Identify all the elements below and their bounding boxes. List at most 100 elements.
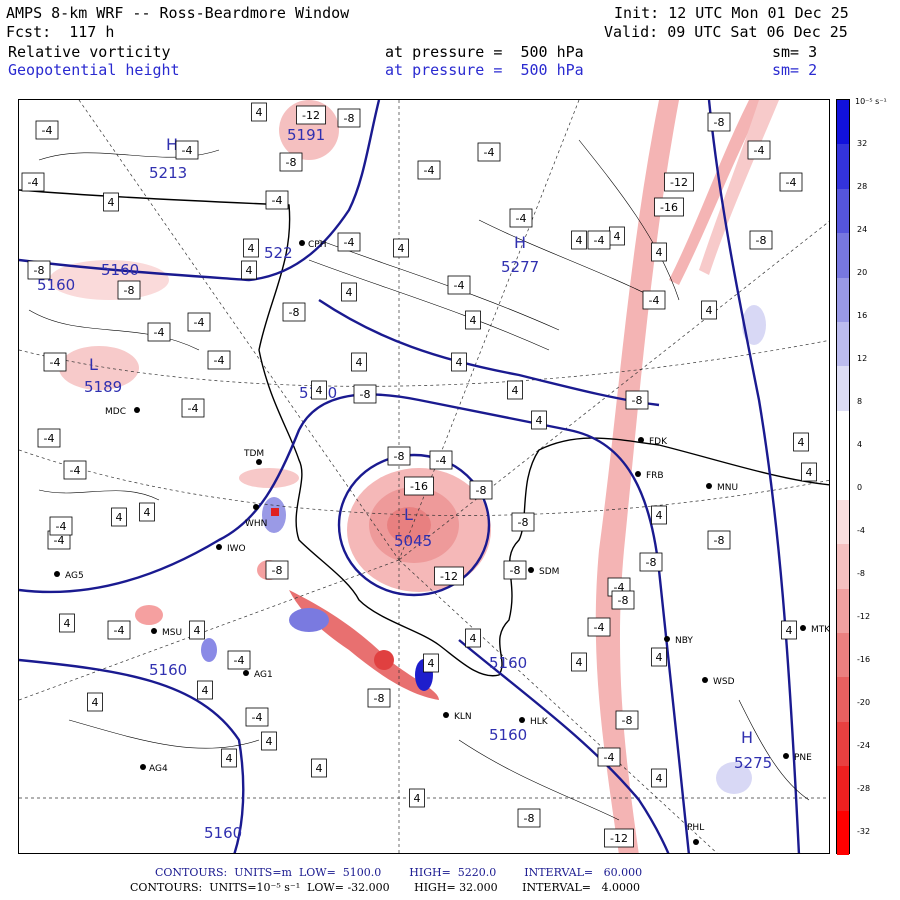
station-dot: [706, 483, 712, 489]
graticule: [19, 100, 829, 853]
vorticity-label-box: [651, 768, 667, 788]
colorbar-segment: [837, 677, 849, 723]
station-dot: [664, 636, 670, 642]
vorticity-label: 4: [316, 762, 323, 775]
station-dot: [783, 753, 789, 759]
vorticity-label: -12: [302, 109, 320, 122]
vorticity-label-box: [517, 808, 541, 828]
vorticity-label: -8: [289, 306, 300, 319]
station-dot: [800, 625, 806, 631]
vorticity-label: 4: [346, 286, 353, 299]
vorticity-label: -12: [670, 176, 688, 189]
station-dot: [693, 839, 699, 845]
field1-name: Relative vorticity: [8, 43, 171, 61]
vorticity-label-box: [434, 566, 464, 586]
vorticity-label-box: [387, 446, 411, 466]
vorticity-label-box: [107, 620, 131, 640]
vorticity-label-box: [664, 172, 694, 192]
vorticity-label: -8: [756, 234, 767, 247]
vorticity-label-box: [465, 310, 481, 330]
vorticity-label-box: [604, 828, 634, 848]
vorticity-label-box: [265, 560, 289, 580]
vorticity-label: -8: [476, 484, 487, 497]
vorticity-label: -4: [754, 144, 765, 157]
vorticity-label: -8: [714, 116, 725, 129]
vorticity-label-box: [417, 160, 441, 180]
colorbar-segment: [837, 410, 849, 456]
vorticity-label-box: [341, 282, 357, 302]
vorticity-label: -4: [114, 624, 125, 637]
vorticity-label: 4: [806, 466, 813, 479]
vorticity-label: 4: [656, 772, 663, 785]
vorticity-label: 4: [144, 506, 151, 519]
height-label: 5277: [501, 258, 539, 276]
vorticity-label-box: [509, 208, 533, 228]
colorbar-tick: 12: [857, 354, 868, 363]
colorbar-tick: 32: [857, 139, 868, 148]
vorticity-label-box: [651, 647, 667, 667]
station-dot: [519, 717, 525, 723]
vorticity-label-box: [181, 398, 205, 418]
vorticity-label: -16: [660, 201, 678, 214]
station-dot: [243, 670, 249, 676]
vorticity-label: -16: [410, 480, 428, 493]
vorticity-label: -4: [484, 146, 495, 159]
station-label: CPH: [308, 240, 326, 250]
colorbar-tick: 8: [857, 397, 863, 406]
vorticity-label: -4: [42, 124, 53, 137]
colorbar-tick: -32: [857, 827, 871, 836]
vorticity-label-box: [639, 552, 663, 572]
station-label: AG4: [149, 764, 168, 774]
vorticity-label: -4: [44, 432, 55, 445]
vorticity-label: 4: [512, 384, 519, 397]
station-label: IWO: [227, 544, 246, 554]
vorticity-label-box: [507, 380, 523, 400]
vorticity-label-box: [27, 260, 51, 280]
vorticity-label: 4: [92, 696, 99, 709]
vorticity-label: -4: [604, 751, 615, 764]
vorticity-label: -4: [56, 520, 67, 533]
station-label: MNU: [717, 483, 738, 493]
vorticity-label-box: [801, 462, 817, 482]
vorticity-label: -4: [614, 581, 625, 594]
vorticity-label: 4: [798, 436, 805, 449]
vorticity-label-box: [282, 302, 306, 322]
vorticity-label: -4: [649, 294, 660, 307]
vorticity-label: -4: [28, 176, 39, 189]
vorticity-label-box: [587, 617, 611, 637]
station-label: MDC: [105, 407, 126, 417]
vorticity-label: -8: [618, 594, 629, 607]
vorticity-label-box: [296, 105, 326, 125]
high-center: H: [741, 728, 753, 747]
vorticity-label-box: [87, 692, 103, 712]
vorticity-label: -8: [344, 112, 355, 125]
low-center: L: [404, 505, 413, 524]
vorticity-label-box: [241, 260, 257, 280]
vorticity-label: 4: [316, 384, 323, 397]
vorticity-label: 4: [614, 230, 621, 243]
vorticity-label-box: [793, 432, 809, 452]
vorticity-label: -4: [594, 621, 605, 634]
vorticity-label: 4: [470, 632, 477, 645]
vorticity-label-box: [367, 688, 391, 708]
vorticity-label: -4: [50, 356, 61, 369]
vorticity-label: 4: [116, 511, 123, 524]
vorticity-label-box: [615, 710, 639, 730]
station-dot: [134, 407, 140, 413]
colorbar-segment: [837, 322, 849, 367]
station-dot: [151, 628, 157, 634]
station-dot: [635, 471, 641, 477]
vorticity-label: -4: [182, 144, 193, 157]
station-dot: [638, 437, 644, 443]
vorticity-label: -4: [234, 654, 245, 667]
vorticity-label: -4: [194, 316, 205, 329]
colorbar-tick: -20: [857, 698, 871, 707]
colorbar-tick: -28: [857, 784, 871, 793]
field1-level: at pressure = 500 hPa: [385, 43, 584, 61]
colorbar-tick: -8: [857, 569, 865, 578]
colorbar-segment: [837, 766, 849, 812]
vorticity-label-box: [779, 172, 803, 192]
vorticity-label: -8: [286, 156, 297, 169]
vorticity-label: -4: [344, 236, 355, 249]
vorticity-label: -4: [786, 176, 797, 189]
